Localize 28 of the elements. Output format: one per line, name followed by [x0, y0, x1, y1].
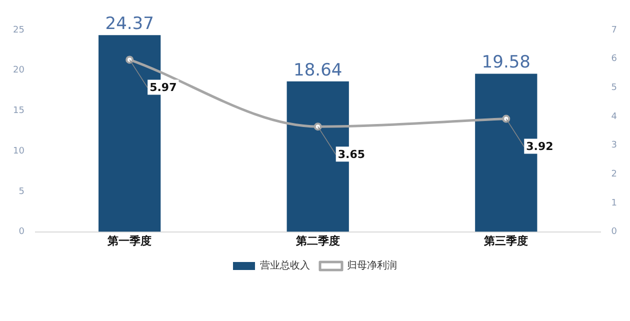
- point: [126, 56, 134, 64]
- x-tick-label: 第三季度: [483, 234, 528, 248]
- y2-tick-label: 0: [611, 227, 618, 238]
- x-tick-label: 第二季度: [294, 234, 340, 248]
- y-tick-label: 10: [13, 146, 25, 156]
- legend-label: 归母净利润: [347, 260, 397, 272]
- y-tick-label: 25: [13, 25, 24, 36]
- y2-tick-label: 1: [611, 198, 618, 208]
- point: [502, 114, 510, 123]
- y2-tick-label: 4: [611, 112, 618, 122]
- y-tick-label: 5: [18, 186, 24, 197]
- y-tick-label: 0: [18, 227, 25, 238]
- y2-tick-label: 7: [611, 25, 618, 36]
- data-label: 19.58: [482, 52, 530, 73]
- data-label: 3.65: [338, 148, 366, 161]
- x-tick-label: 第一季度: [106, 234, 152, 248]
- data-label: 3.92: [526, 140, 554, 154]
- y2-tick-label: 2: [611, 169, 618, 180]
- point: [314, 122, 322, 131]
- y2-tick-label: 3: [611, 140, 618, 151]
- legend-label: 营业总收入: [260, 260, 310, 272]
- data-label: 5.97: [150, 81, 177, 94]
- y-tick-label: 15: [13, 106, 24, 116]
- y2-tick-label: 6: [611, 54, 618, 64]
- y-tick-label: 20: [13, 66, 25, 76]
- y2-tick-label: 5: [611, 83, 618, 93]
- data-label: 18.64: [294, 60, 342, 80]
- data-label: 24.37: [105, 14, 154, 34]
